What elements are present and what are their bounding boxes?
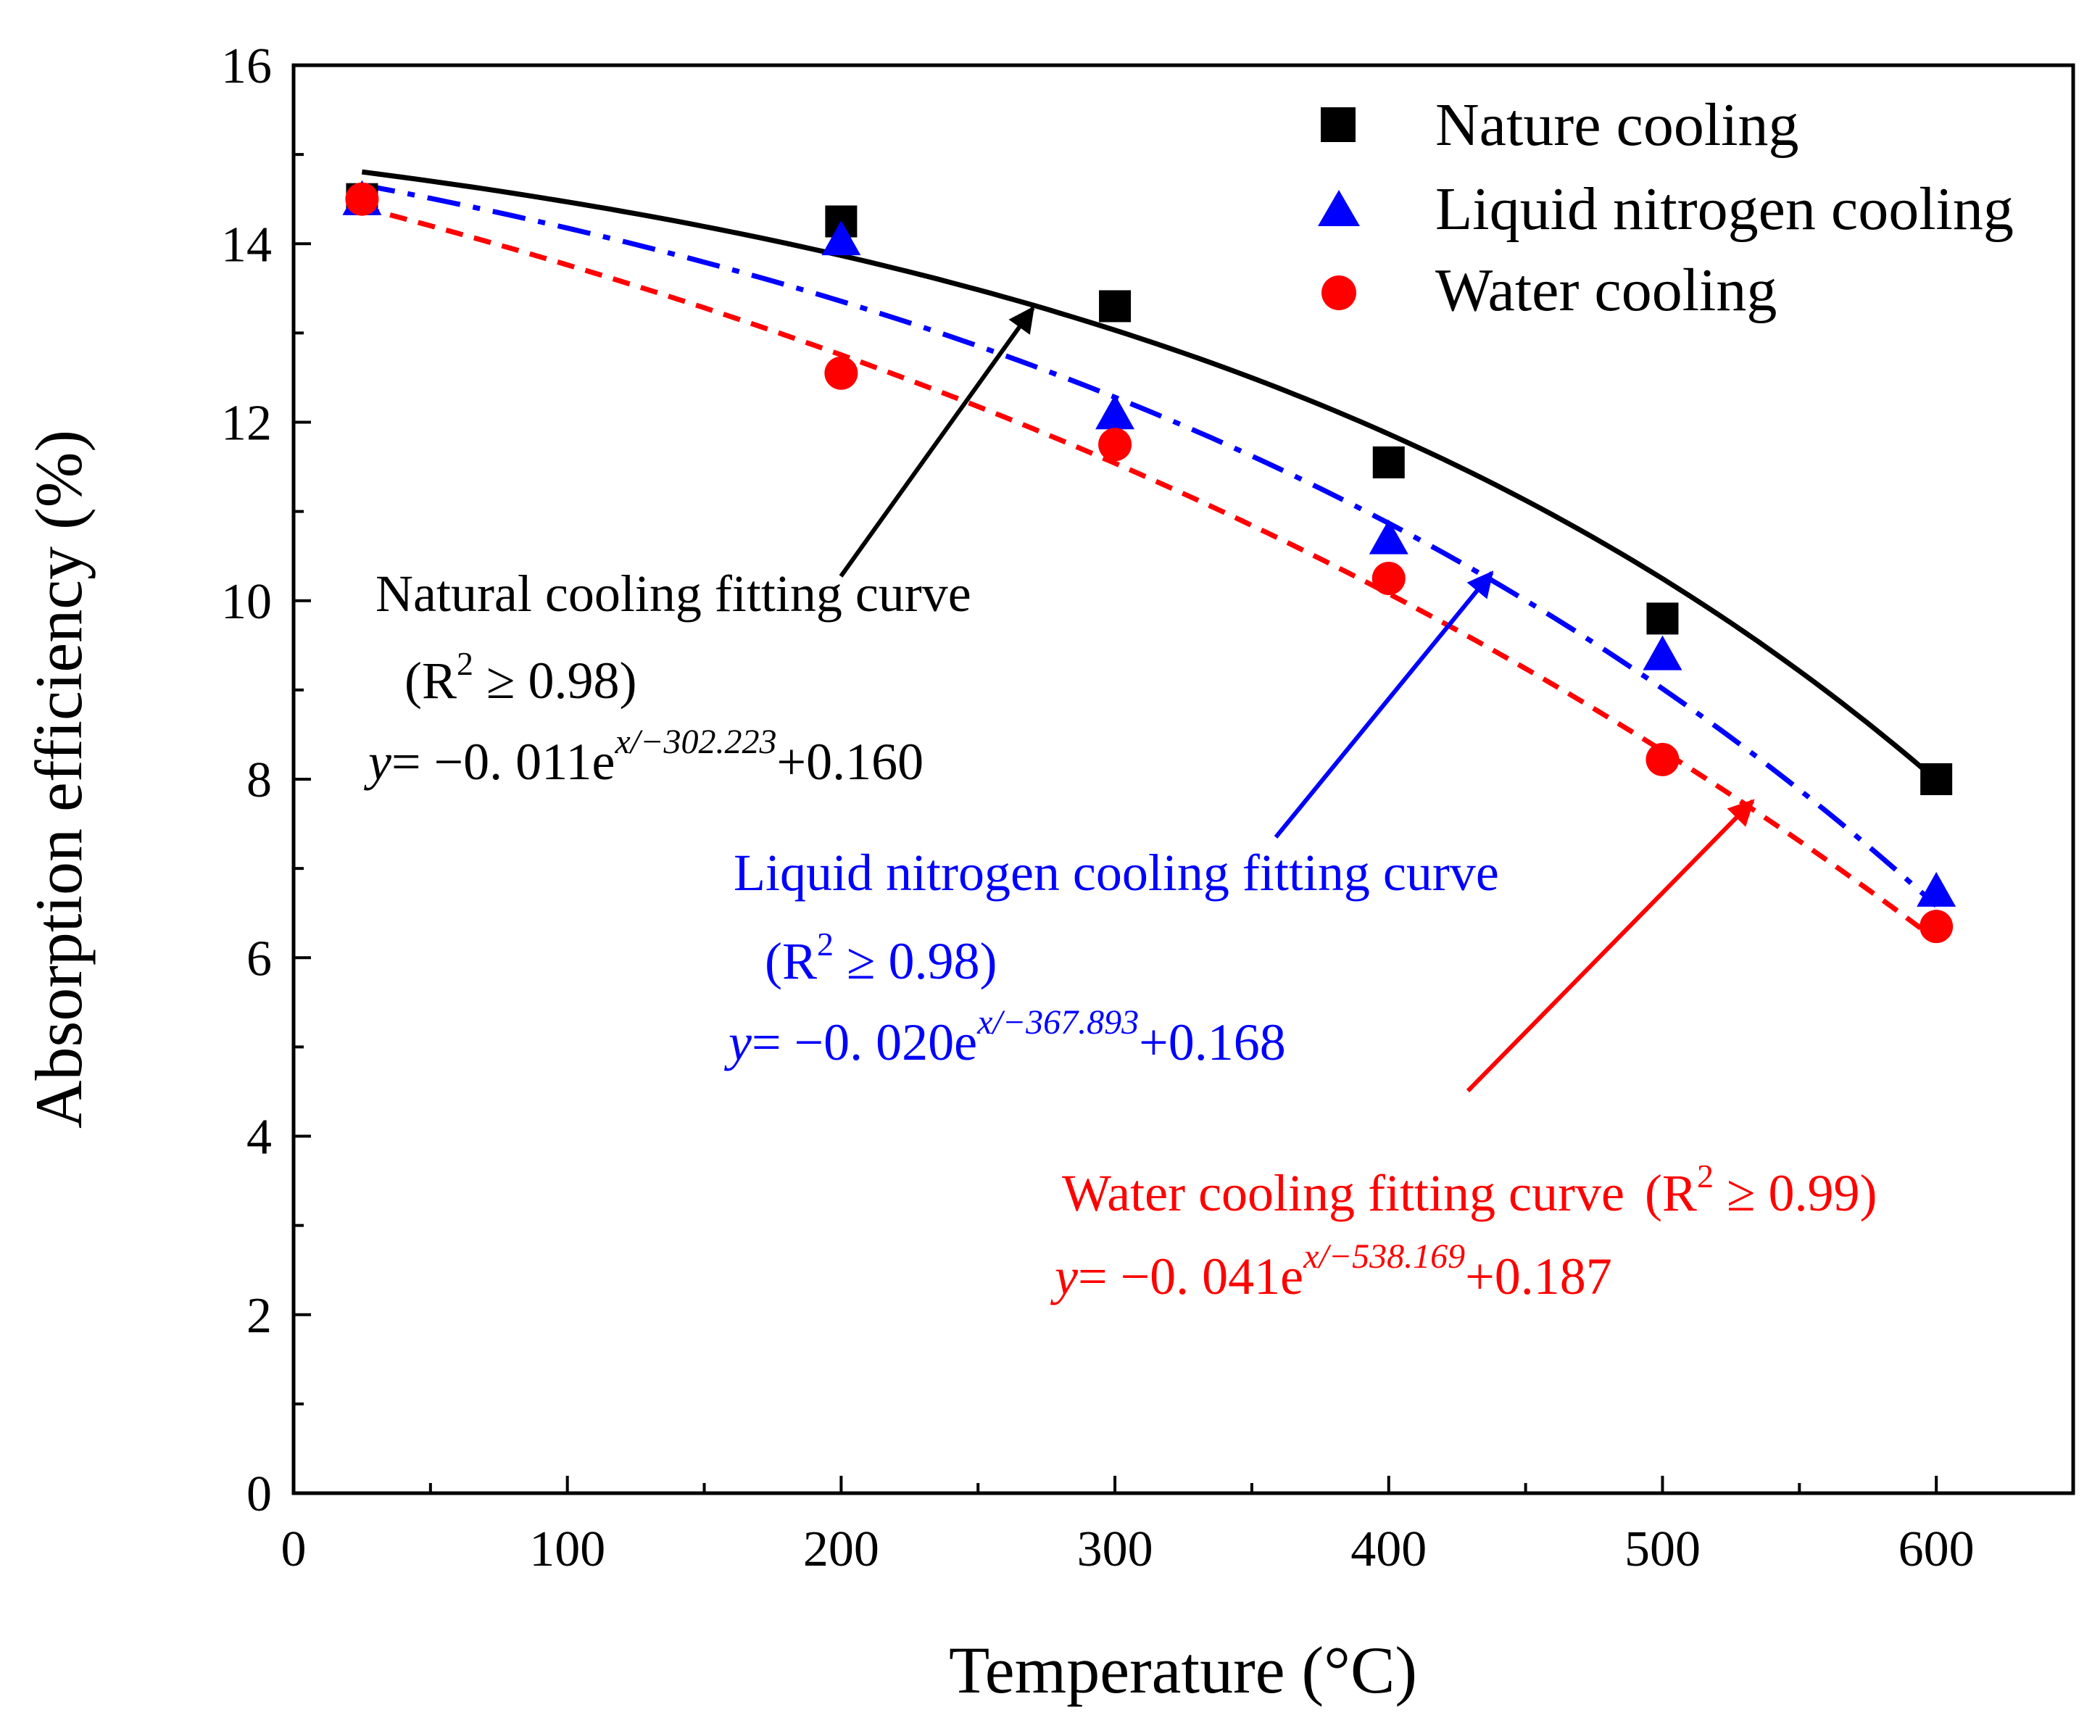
data-point-s2-1 xyxy=(824,356,858,390)
y-tick-label: 6 xyxy=(246,931,272,987)
y-tick-label: 10 xyxy=(221,574,272,630)
data-point-s1-4 xyxy=(1643,635,1682,670)
data-point-s2-4 xyxy=(1645,742,1680,776)
legend: Nature cooling Liquid nitrogen cooling W… xyxy=(1318,91,2014,324)
y-tick-label: 16 xyxy=(221,38,272,94)
x-tick-label: 400 xyxy=(1350,1521,1427,1577)
data-point-s1-2 xyxy=(1095,394,1135,430)
annotation-water-title: Water cooling fitting curve (R2 ≥ 0.99) xyxy=(1062,1158,1877,1222)
data-point-s1-3 xyxy=(1369,519,1408,555)
annotation-water: Water cooling fitting curve (R2 ≥ 0.99) y… xyxy=(1050,1158,1877,1305)
y-axis-title: Absorption efficiency (%) xyxy=(22,430,96,1129)
data-point-s2-0 xyxy=(345,182,379,216)
data-point-s2-5 xyxy=(1920,910,1954,944)
data-point-s0-3 xyxy=(1372,446,1405,478)
legend-label-liquid: Liquid nitrogen cooling xyxy=(1435,175,2014,243)
data-point-s0-4 xyxy=(1646,602,1679,635)
annotation-liquid: Liquid nitrogen cooling fitting curve (R… xyxy=(723,844,1499,1071)
data-point-s0-2 xyxy=(1099,290,1132,323)
y-tick-label: 0 xyxy=(246,1466,272,1522)
data-point-s2-3 xyxy=(1371,561,1406,595)
legend-marker-liquid xyxy=(1318,190,1360,226)
data-point-s1-1 xyxy=(821,220,861,256)
x-axis-title: Temperature (°C) xyxy=(949,1633,1417,1707)
x-tick-label: 200 xyxy=(803,1521,879,1577)
annotation-natural-title: Natural cooling fitting curve xyxy=(375,565,971,623)
fit-curve-1 xyxy=(361,182,1938,908)
annotation-natural-r2: (R2 ≥ 0.98) xyxy=(404,645,637,710)
y-axis: 0 2 4 6 8 10 12 14 16 xyxy=(221,38,311,1522)
arrow-water xyxy=(1466,799,1755,1093)
y-tick-label: 2 xyxy=(246,1288,272,1344)
y-tick-label: 12 xyxy=(221,396,272,452)
annotation-liquid-r2: (R2 ≥ 0.98) xyxy=(765,926,997,990)
legend-label-nature: Nature cooling xyxy=(1435,91,1799,159)
arrow-liquid xyxy=(1274,570,1494,839)
annotation-liquid-title: Liquid nitrogen cooling fitting curve xyxy=(734,844,1499,902)
legend-marker-nature xyxy=(1321,107,1356,142)
data-point-s1-5 xyxy=(1917,871,1956,907)
x-tick-label: 600 xyxy=(1898,1521,1975,1577)
legend-label-water: Water cooling xyxy=(1435,257,1777,324)
data-point-s0-5 xyxy=(1920,763,1953,795)
fit-curve-0 xyxy=(361,169,1938,782)
x-axis: 0 100 200 300 400 500 600 xyxy=(281,1476,2075,1577)
y-tick-label: 8 xyxy=(246,752,272,808)
annotation-natural-equation: y= −0. 011ex/−302.223+0.160 xyxy=(363,723,924,791)
annotation-liquid-equation: y= −0. 020ex/−367.893+0.168 xyxy=(723,1003,1286,1071)
legend-marker-water xyxy=(1321,275,1356,310)
y-tick-label: 4 xyxy=(246,1110,272,1166)
data-point-s2-2 xyxy=(1098,428,1132,462)
data-points xyxy=(342,180,1956,944)
annotation-natural: Natural cooling fitting curve (R2 ≥ 0.98… xyxy=(363,565,971,791)
x-tick-label: 500 xyxy=(1624,1521,1701,1577)
arrow-natural xyxy=(839,306,1035,578)
x-tick-label: 300 xyxy=(1077,1521,1153,1577)
x-tick-label: 0 xyxy=(281,1521,307,1577)
x-tick-label: 100 xyxy=(529,1521,605,1577)
annotation-water-equation: y= −0. 041ex/−538.169+0.187 xyxy=(1050,1237,1612,1305)
y-tick-label: 14 xyxy=(221,217,272,273)
